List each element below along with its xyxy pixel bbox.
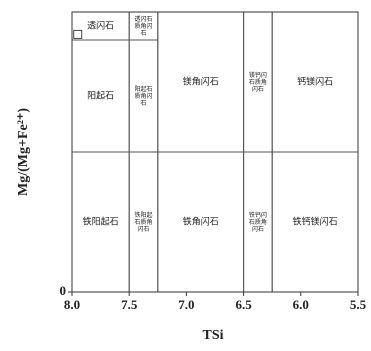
data-point [73,29,83,39]
x-tick-label: 8.0 [64,297,80,312]
region-label: 铁钙闪石质角闪石 [249,211,267,233]
x-tick-label: 6.0 [293,297,309,312]
x-tick-label: 6.5 [235,297,252,312]
region-label: 透闪石 [87,21,114,32]
region-label: 阳起石质角闪石 [134,85,152,107]
region-label: 镁角闪石 [183,76,219,88]
region-label: 铁阳起石质角闪石 [134,211,152,233]
region-label: 钙镁闪石 [297,76,333,88]
region-label: 铁角闪石 [183,216,219,228]
y-tick-label: 0 [60,283,67,298]
y-axis-label: Mg/(Mg+Fe²⁺) [16,108,31,196]
region-label: 阳起石 [87,91,114,102]
x-tick-label: 5.5 [350,297,367,312]
plot-frame [71,11,359,293]
x-tick-label: 7.5 [121,297,138,312]
x-tick-label: 7.0 [178,297,194,312]
region-label: 铁阳起石 [83,216,119,228]
x-axis-label: TSi [202,328,223,343]
region-label: 镁钙闪石质角闪石 [249,71,267,93]
region-label: 透闪石质角闪石 [134,15,152,37]
region-label: 铁钙镁闪石 [293,216,338,228]
